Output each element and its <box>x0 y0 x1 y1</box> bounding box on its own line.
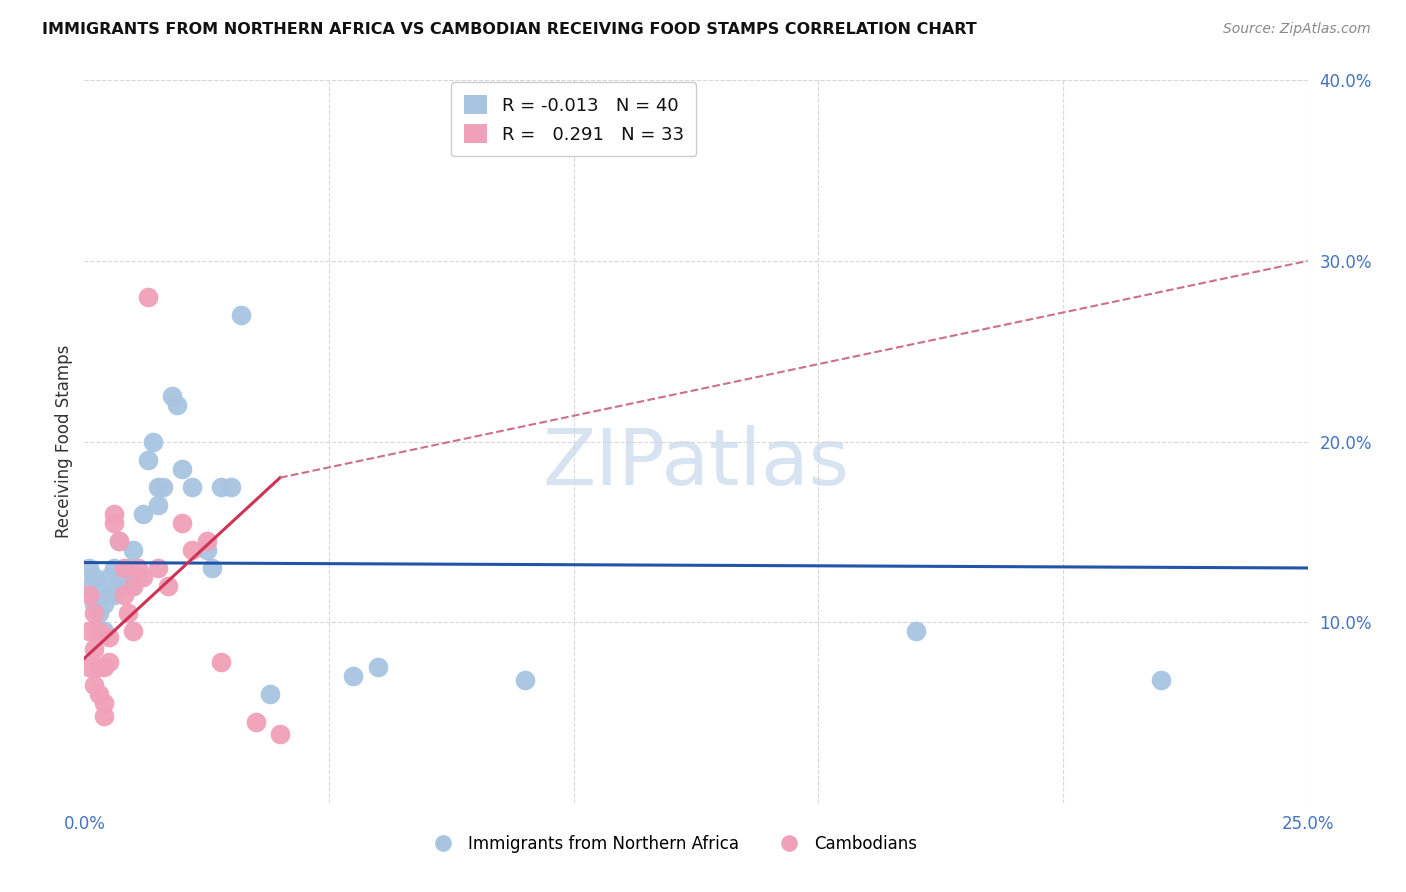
Point <box>269 727 291 741</box>
Y-axis label: Receiving Food Stamps: Receiving Food Stamps <box>55 345 73 538</box>
Point <box>122 579 145 593</box>
Point <box>195 542 218 557</box>
Point <box>127 561 149 575</box>
Point <box>97 588 120 602</box>
Point <box>259 687 281 701</box>
Point <box>93 597 115 611</box>
Point <box>103 588 125 602</box>
Point <box>117 561 139 575</box>
Point <box>122 542 145 557</box>
Point <box>229 308 252 322</box>
Point <box>513 673 536 687</box>
Point <box>77 588 100 602</box>
Point <box>172 516 194 530</box>
Point <box>132 507 155 521</box>
Point <box>93 624 115 639</box>
Point <box>93 709 115 723</box>
Point <box>87 579 110 593</box>
Point <box>209 655 232 669</box>
Point <box>146 498 169 512</box>
Point <box>83 678 105 692</box>
Point <box>172 461 194 475</box>
Point <box>245 714 267 729</box>
Point <box>97 570 120 584</box>
Point <box>117 606 139 620</box>
Point <box>132 570 155 584</box>
Point <box>103 516 125 530</box>
Point <box>136 290 159 304</box>
Point <box>87 687 110 701</box>
Point <box>93 660 115 674</box>
Point <box>146 480 169 494</box>
Point <box>87 624 110 639</box>
Point <box>77 579 100 593</box>
Point <box>122 579 145 593</box>
Point <box>77 561 100 575</box>
Point <box>156 579 179 593</box>
Point <box>107 533 129 548</box>
Text: IMMIGRANTS FROM NORTHERN AFRICA VS CAMBODIAN RECEIVING FOOD STAMPS CORRELATION C: IMMIGRANTS FROM NORTHERN AFRICA VS CAMBO… <box>42 22 977 37</box>
Point <box>367 660 389 674</box>
Point <box>162 389 184 403</box>
Point <box>97 655 120 669</box>
Text: Source: ZipAtlas.com: Source: ZipAtlas.com <box>1223 22 1371 37</box>
Point <box>200 561 222 575</box>
Text: ZIPatlas: ZIPatlas <box>543 425 849 501</box>
Point <box>83 642 105 657</box>
Point <box>209 480 232 494</box>
Legend: Immigrants from Northern Africa, Cambodians: Immigrants from Northern Africa, Cambodi… <box>419 828 924 860</box>
Point <box>219 480 242 494</box>
Point <box>112 588 135 602</box>
Point <box>152 480 174 494</box>
Point <box>77 624 100 639</box>
Point <box>905 624 928 639</box>
Point <box>97 630 120 644</box>
Point <box>112 561 135 575</box>
Point <box>77 660 100 674</box>
Point <box>181 480 204 494</box>
Point <box>146 561 169 575</box>
Point <box>112 579 135 593</box>
Point <box>103 507 125 521</box>
Point <box>103 561 125 575</box>
Point <box>87 660 110 674</box>
Point <box>136 452 159 467</box>
Point <box>107 533 129 548</box>
Point <box>142 434 165 449</box>
Point <box>127 570 149 584</box>
Point <box>83 570 105 584</box>
Point <box>107 570 129 584</box>
Point <box>342 669 364 683</box>
Point <box>1150 673 1173 687</box>
Point <box>83 606 105 620</box>
Point <box>87 606 110 620</box>
Point <box>195 533 218 548</box>
Point <box>83 597 105 611</box>
Point <box>93 697 115 711</box>
Point <box>122 624 145 639</box>
Point <box>166 398 188 412</box>
Point <box>181 542 204 557</box>
